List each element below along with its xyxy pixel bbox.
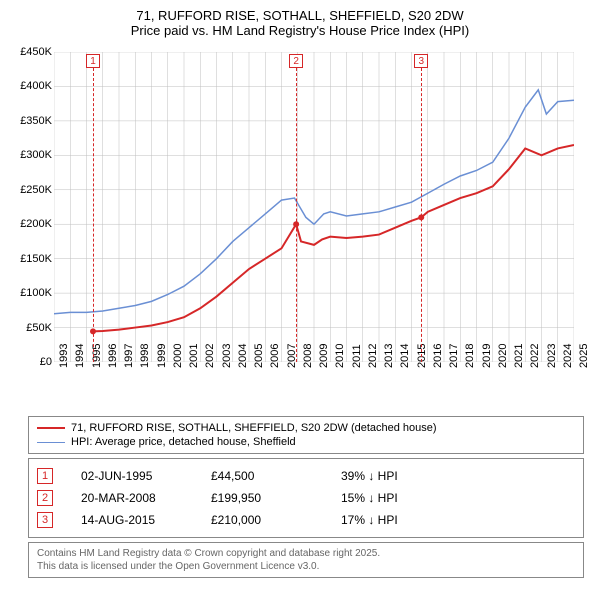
x-tick-label: 2000 [172, 344, 184, 368]
sale-hpi-delta: 39% ↓ HPI [341, 469, 461, 483]
x-tick-label: 2023 [546, 344, 558, 368]
sale-row: 3 14-AUG-2015£210,00017% ↓ HPI [37, 509, 575, 531]
x-tick-label: 2019 [481, 344, 493, 368]
x-tick-label: 2022 [529, 344, 541, 368]
x-tick-label: 2020 [497, 344, 509, 368]
sale-row: 1 02-JUN-1995£44,50039% ↓ HPI [37, 465, 575, 487]
sale-marker-box: 3 [414, 54, 428, 68]
line-chart [54, 52, 574, 362]
sale-num-badge: 1 [37, 468, 53, 484]
sale-hpi-delta: 17% ↓ HPI [341, 513, 461, 527]
x-tick-label: 2006 [269, 344, 281, 368]
footer-line1: Contains HM Land Registry data © Crown c… [37, 547, 575, 560]
legend-label: HPI: Average price, detached house, Shef… [71, 436, 296, 448]
x-tick-label: 2018 [464, 344, 476, 368]
y-tick-label: £450K [12, 46, 52, 58]
x-tick-label: 2025 [578, 344, 590, 368]
x-tick-label: 1996 [107, 344, 119, 368]
x-tick-label: 2021 [513, 344, 525, 368]
x-tick-label: 2001 [188, 344, 200, 368]
sale-hpi-delta: 15% ↓ HPI [341, 491, 461, 505]
sale-num-badge: 3 [37, 512, 53, 528]
legend: 71, RUFFORD RISE, SOTHALL, SHEFFIELD, S2… [28, 416, 584, 454]
x-tick-label: 2002 [204, 344, 216, 368]
legend-item: HPI: Average price, detached house, Shef… [37, 435, 575, 449]
x-tick-label: 1994 [74, 344, 86, 368]
x-tick-label: 2009 [318, 344, 330, 368]
sale-price: £44,500 [211, 469, 341, 483]
sale-marker-line [421, 68, 422, 362]
y-tick-label: £0 [12, 356, 52, 368]
sale-marker-line [296, 68, 297, 362]
y-tick-label: £350K [12, 115, 52, 127]
sales-table: 1 02-JUN-1995£44,50039% ↓ HPI 2 20-MAR-2008… [28, 458, 584, 538]
sale-marker-box: 1 [86, 54, 100, 68]
sale-price: £210,000 [211, 513, 341, 527]
x-tick-label: 1999 [156, 344, 168, 368]
legend-swatch [37, 427, 65, 429]
y-tick-label: £300K [12, 149, 52, 161]
x-tick-label: 2003 [221, 344, 233, 368]
x-tick-label: 2013 [383, 344, 395, 368]
x-tick-label: 2024 [562, 344, 574, 368]
y-tick-label: £100K [12, 287, 52, 299]
x-tick-label: 2005 [253, 344, 265, 368]
sale-num-badge: 2 [37, 490, 53, 506]
sale-marker-box: 2 [289, 54, 303, 68]
chart-title: 71, RUFFORD RISE, SOTHALL, SHEFFIELD, S2… [0, 0, 600, 42]
footer-line2: This data is licensed under the Open Gov… [37, 560, 575, 573]
title-address: 71, RUFFORD RISE, SOTHALL, SHEFFIELD, S2… [0, 8, 600, 23]
x-tick-label: 2011 [351, 344, 363, 368]
x-tick-label: 2014 [399, 344, 411, 368]
y-tick-label: £250K [12, 184, 52, 196]
sale-date: 14-AUG-2015 [81, 513, 211, 527]
y-tick-label: £200K [12, 218, 52, 230]
sale-price: £199,950 [211, 491, 341, 505]
legend-item: 71, RUFFORD RISE, SOTHALL, SHEFFIELD, S2… [37, 421, 575, 435]
x-tick-label: 2004 [237, 344, 249, 368]
sale-marker-line [93, 68, 94, 362]
title-subtitle: Price paid vs. HM Land Registry's House … [0, 23, 600, 38]
legend-swatch [37, 442, 65, 443]
sale-date: 20-MAR-2008 [81, 491, 211, 505]
x-tick-label: 2012 [367, 344, 379, 368]
x-tick-label: 2017 [448, 344, 460, 368]
footer-attribution: Contains HM Land Registry data © Crown c… [28, 542, 584, 578]
chart-area: £0 £50K £100K £150K £200K £250K £300K £350K £400… [12, 42, 582, 412]
y-tick-label: £50K [12, 322, 52, 334]
sale-row: 2 20-MAR-2008£199,95015% ↓ HPI [37, 487, 575, 509]
sale-date: 02-JUN-1995 [81, 469, 211, 483]
legend-label: 71, RUFFORD RISE, SOTHALL, SHEFFIELD, S2… [71, 422, 437, 434]
x-tick-label: 1997 [123, 344, 135, 368]
y-tick-label: £400K [12, 80, 52, 92]
x-tick-label: 2008 [302, 344, 314, 368]
x-tick-label: 2010 [334, 344, 346, 368]
y-tick-label: £150K [12, 253, 52, 265]
x-tick-label: 1993 [58, 344, 70, 368]
x-tick-label: 2016 [432, 344, 444, 368]
x-tick-label: 1998 [139, 344, 151, 368]
